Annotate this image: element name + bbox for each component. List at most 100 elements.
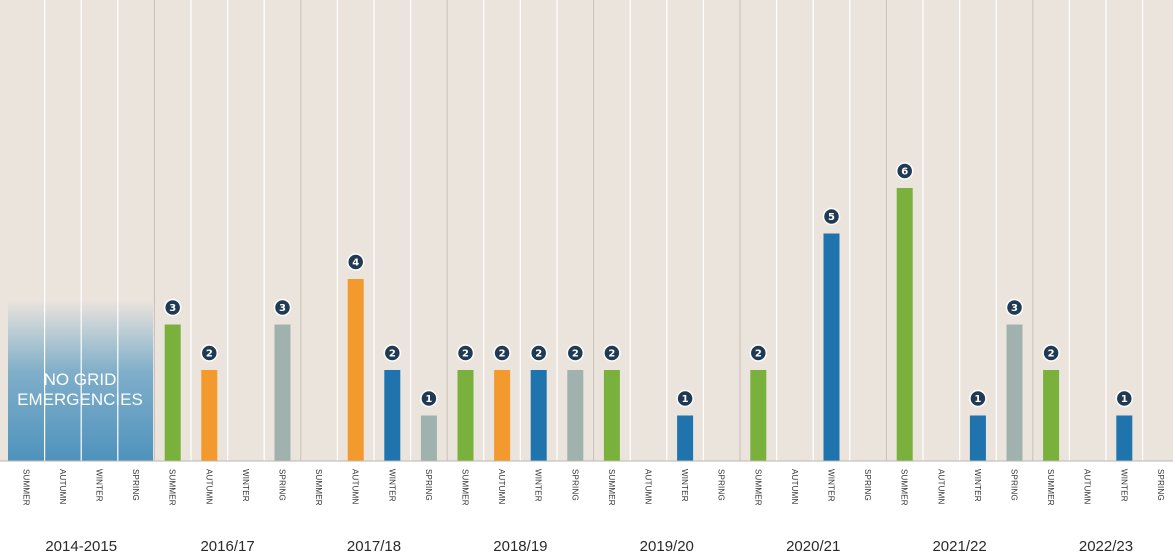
value-badge <box>749 344 768 362</box>
value-badge <box>420 389 438 408</box>
bars <box>164 188 1133 461</box>
no-grid-emergencies-label-line-1: NO GRID <box>44 370 117 389</box>
season-label: WINTER <box>387 469 396 502</box>
season-label: SPRING <box>424 469 433 501</box>
bar-autumn <box>347 279 364 461</box>
value-badge-label: 5 <box>828 212 835 223</box>
value-badge-label: 2 <box>389 349 396 360</box>
season-label: WINTER <box>827 469 836 502</box>
season-label: SPRING <box>1010 469 1019 501</box>
season-label: SPRING <box>1156 469 1165 501</box>
season-labels: SUMMER AUTUMN WINTER SPRING SUMMER AUTUMN WINT… <box>21 469 1165 506</box>
value-badge <box>1115 389 1134 408</box>
year-label: 2022/23 <box>1079 538 1133 554</box>
season-label: SUMMER <box>314 469 323 506</box>
bar-spring <box>567 370 584 461</box>
season-label: SUMMER <box>753 469 762 506</box>
season-label: SUMMER <box>21 469 30 506</box>
year-label: 2020/21 <box>786 538 840 554</box>
value-badge-label: 1 <box>425 394 432 405</box>
value-badge <box>822 207 841 226</box>
value-badge-label: 2 <box>206 349 213 360</box>
season-label: WINTER <box>241 469 250 502</box>
year-label: 2021/22 <box>932 538 986 554</box>
value-badge <box>273 298 292 317</box>
season-label: SPRING <box>863 469 872 501</box>
year-label: 2014-2015 <box>45 538 117 554</box>
value-badge <box>163 298 182 317</box>
bar-summer <box>603 370 620 461</box>
value-badge <box>346 253 365 271</box>
bar-autumn <box>494 370 511 461</box>
year-labels: 2014-2015 2016/17 2017/18 2018/19 2019/20 202… <box>45 538 1133 554</box>
season-label: SPRING <box>278 469 287 501</box>
season-label: AUTUMN <box>644 469 653 504</box>
value-badge <box>1005 298 1024 317</box>
year-label: 2016/17 <box>200 538 254 554</box>
value-badge <box>603 344 621 362</box>
value-badge-label: 3 <box>279 303 286 314</box>
year-label: 2018/19 <box>493 538 547 554</box>
season-label: AUTUMN <box>790 469 799 504</box>
season-label: AUTUMN <box>351 469 360 504</box>
bar-winter <box>823 233 840 461</box>
season-label: AUTUMN <box>1083 469 1092 504</box>
bar-spring <box>420 415 437 461</box>
value-badge <box>200 344 219 362</box>
value-badge <box>456 344 475 362</box>
year-label: 2017/18 <box>347 538 401 554</box>
year-label: 2019/20 <box>640 538 694 554</box>
value-badge <box>969 389 987 408</box>
value-badge-label: 2 <box>535 349 542 360</box>
value-badge-label: 2 <box>462 349 469 360</box>
bar-summer <box>1043 370 1060 461</box>
season-label: SPRING <box>717 469 726 501</box>
bar-winter <box>384 370 401 461</box>
plot-background <box>0 0 1173 461</box>
value-badge <box>1042 344 1060 362</box>
value-badge-label: 2 <box>755 349 762 360</box>
season-label: SUMMER <box>461 469 470 506</box>
bar-winter <box>530 370 547 461</box>
season-label: SUMMER <box>1046 469 1055 506</box>
value-badge <box>895 162 914 180</box>
value-badge <box>493 344 511 362</box>
bar-autumn <box>201 370 218 461</box>
bar-winter <box>1116 415 1133 461</box>
value-badges: 3 2 3 4 2 1 2 2 2 2 2 1 2 5 6 1 3 2 1 <box>163 162 1134 408</box>
value-badge-label: 3 <box>1011 303 1018 314</box>
value-badge-label: 2 <box>572 349 579 360</box>
season-label: WINTER <box>534 469 543 502</box>
no-grid-emergencies-label-line-2: EMERGENCIES <box>17 390 143 409</box>
season-label: SPRING <box>131 469 140 501</box>
season-label: WINTER <box>680 469 689 502</box>
value-badge-label: 2 <box>1048 349 1055 360</box>
no-grid-emergencies-band <box>8 300 153 461</box>
season-label: WINTER <box>973 469 982 502</box>
value-badge <box>676 389 694 408</box>
season-label: SUMMER <box>900 469 909 506</box>
value-badge-label: 2 <box>499 349 506 360</box>
bar-spring <box>1006 324 1023 461</box>
bar-summer <box>750 370 767 461</box>
season-label: AUTUMN <box>204 469 213 504</box>
value-badge-label: 1 <box>682 394 689 405</box>
bar-summer <box>896 188 913 461</box>
value-badge-label: 6 <box>901 167 908 178</box>
value-badge-label: 3 <box>169 303 176 314</box>
value-badge-label: 1 <box>1121 394 1128 405</box>
bar-spring <box>274 324 291 461</box>
value-badge <box>529 344 548 362</box>
season-label: AUTUMN <box>936 469 945 504</box>
value-badge <box>383 344 402 362</box>
season-label: SUMMER <box>168 469 177 506</box>
season-label: WINTER <box>95 469 104 502</box>
season-label: AUTUMN <box>497 469 506 504</box>
bar-winter <box>969 415 986 461</box>
value-badge-label: 1 <box>974 394 981 405</box>
bar-summer <box>457 370 474 461</box>
season-label: AUTUMN <box>58 469 67 504</box>
bar-summer <box>164 324 181 461</box>
bar-winter <box>677 415 694 461</box>
